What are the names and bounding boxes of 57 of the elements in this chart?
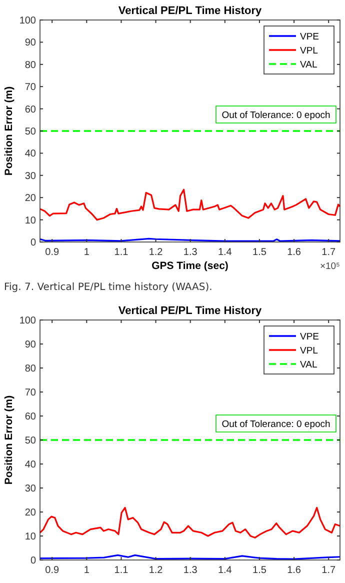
chart-title: Vertical PE/PL Time History [118, 305, 263, 317]
x-tick-label: 0.9 [45, 565, 60, 576]
line-series [39, 188, 341, 221]
x-tick-label: 1.3 [183, 247, 198, 258]
legend-label: VPE [300, 31, 320, 42]
y-tick-label: 30 [24, 484, 36, 494]
caption: Fig. 7. Vertical PE/PL time history (WAAS). [4, 282, 212, 293]
x-tick-label: 0.9 [45, 247, 60, 258]
y-tick-label: 50 [24, 126, 36, 138]
x-tick-label: 1.2 [148, 565, 164, 576]
x-axis-title: GPS Time (sec) [152, 260, 228, 272]
y-tick-label: 30 [24, 170, 36, 182]
legend-label: VPL [300, 345, 318, 356]
line-series [39, 506, 341, 538]
x-tick-label: 1.6 [287, 247, 302, 258]
y-tick-label: 20 [24, 193, 36, 204]
y-tick-label: 90 [24, 38, 36, 49]
y-tick-label: 100 [19, 316, 36, 326]
y-tick-label: 80 [24, 364, 36, 374]
y-tick-label: 0 [30, 238, 36, 248]
y-tick-label: 90 [24, 340, 36, 350]
x-tick-label: 1.5 [252, 247, 267, 258]
annotation: Out of Tolerance: 0 epoch [222, 418, 330, 430]
legend-label: VPL [300, 45, 318, 56]
chart-title: Vertical PE/PL Time History [118, 5, 263, 17]
y-tick-label: 50 [24, 436, 36, 446]
y-tick-label: 60 [24, 104, 36, 116]
annotation: Out of Tolerance: 0 epoch [222, 110, 330, 121]
x-tick-label: 1.6 [287, 565, 302, 576]
y-tick-label: 40 [24, 460, 36, 470]
x-tick-label: 1.2 [148, 247, 164, 258]
x-tick-label: 1.1 [114, 247, 129, 258]
y-tick-label: 40 [24, 148, 36, 160]
text: ×10⁵ [320, 261, 340, 272]
y-tick-label: 10 [24, 215, 36, 226]
y-axis-title: Position Error (m) [3, 86, 15, 176]
y-tick-label: 80 [24, 60, 36, 71]
y-tick-label: 70 [24, 82, 36, 94]
y-tick-label: 0 [30, 556, 36, 566]
y-axis-title: Position Error (m) [3, 395, 15, 485]
y-tick-label: 70 [24, 388, 36, 398]
x-tick-label: 1.4 [218, 565, 232, 576]
x-tick-label: 1.4 [218, 247, 232, 258]
y-tick-label: 20 [24, 508, 36, 518]
x-tick-label: 1.7 [322, 565, 336, 576]
x-tick-label: 1.5 [252, 565, 267, 576]
x-tick-label: 1.3 [183, 565, 198, 576]
x-tick-label: 1.1 [114, 565, 129, 576]
legend-label: VAL [300, 359, 318, 370]
y-tick-label: 10 [24, 532, 36, 542]
y-tick-label: 60 [24, 412, 36, 422]
x-tick-label: 1.7 [322, 247, 336, 258]
legend-label: VPE [300, 331, 320, 342]
y-tick-label: 100 [19, 16, 36, 26]
x-tick-label: 1 [84, 565, 90, 576]
legend-label: VAL [300, 59, 318, 70]
x-tick-label: 1 [84, 247, 90, 258]
